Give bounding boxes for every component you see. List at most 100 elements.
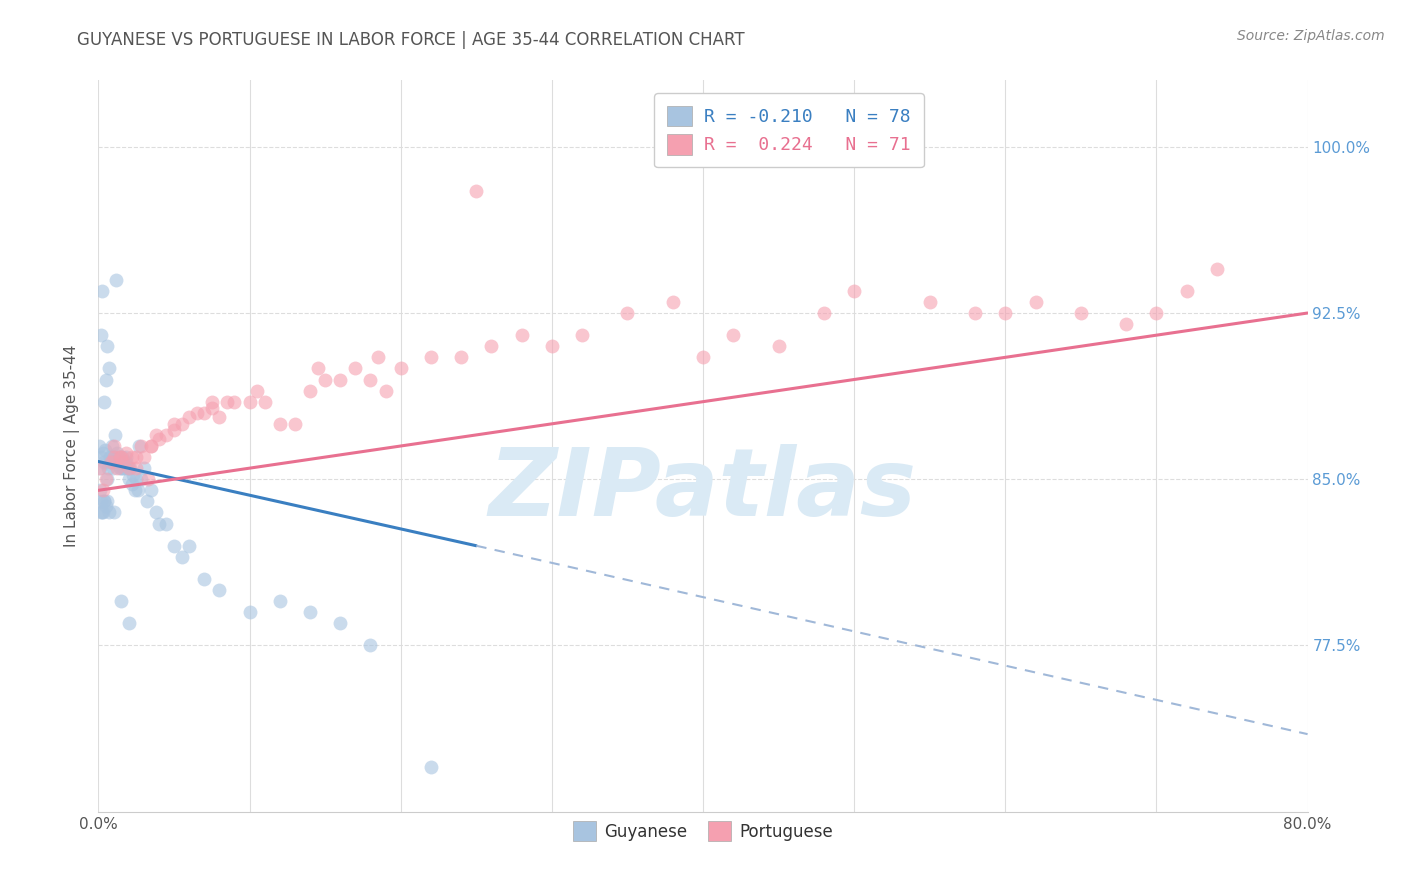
Point (118, 461, 141, 475)
Point (125, 450, 148, 464)
Point (481, 339, 503, 353)
Point (108, 461, 131, 475)
Point (103, 506, 125, 520)
Point (329, 372, 352, 386)
Point (179, 539, 201, 553)
Point (110, 454, 132, 468)
Point (179, 410, 201, 425)
Point (110, 450, 132, 464)
Y-axis label: In Labor Force | Age 35-44: In Labor Force | Age 35-44 (63, 345, 80, 547)
Point (105, 452, 128, 467)
Point (307, 361, 329, 376)
Point (94, 372, 117, 386)
Point (112, 461, 135, 475)
Point (314, 372, 336, 386)
Point (201, 394, 224, 409)
Point (135, 494, 157, 508)
Point (114, 445, 136, 459)
Point (114, 454, 136, 468)
Point (1206, 261, 1229, 276)
Point (813, 306, 835, 320)
Point (122, 467, 145, 482)
Legend: Guyanese, Portuguese: Guyanese, Portuguese (567, 814, 839, 847)
Point (114, 454, 136, 468)
Point (91, 506, 114, 520)
Point (269, 594, 291, 608)
Point (1175, 284, 1198, 298)
Point (121, 476, 143, 491)
Point (186, 406, 208, 420)
Point (145, 506, 167, 520)
Point (98, 450, 121, 464)
Point (118, 616, 141, 631)
Text: ZIPatlas: ZIPatlas (489, 444, 917, 536)
Point (89, 439, 111, 453)
Point (155, 516, 177, 531)
Point (239, 394, 262, 409)
Point (101, 461, 124, 475)
Point (246, 384, 269, 398)
Point (121, 450, 143, 464)
Point (329, 616, 352, 631)
Point (110, 594, 132, 608)
Point (91, 483, 114, 498)
Point (224, 394, 246, 409)
Point (723, 328, 745, 343)
Point (148, 433, 170, 447)
Point (111, 454, 134, 468)
Text: GUYANESE VS PORTUGUESE IN LABOR FORCE | AGE 35-44 CORRELATION CHART: GUYANESE VS PORTUGUESE IN LABOR FORCE | … (77, 31, 745, 49)
Point (118, 472, 141, 486)
Point (91, 284, 114, 298)
Point (510, 328, 533, 343)
Point (170, 549, 193, 564)
Point (98, 506, 121, 520)
Point (299, 384, 322, 398)
Point (110, 461, 132, 475)
Point (111, 454, 134, 468)
Point (90, 494, 112, 508)
Point (96, 339, 118, 353)
Point (93, 394, 115, 409)
Point (692, 351, 714, 365)
Point (107, 454, 129, 468)
Point (98, 361, 121, 376)
Point (111, 450, 134, 464)
Point (100, 454, 122, 468)
Point (132, 461, 155, 475)
Point (104, 273, 127, 287)
Point (94, 472, 117, 486)
Point (128, 439, 150, 453)
Point (103, 439, 125, 453)
Point (103, 454, 125, 468)
Point (208, 410, 231, 425)
Point (360, 639, 382, 653)
Point (193, 406, 215, 420)
Point (163, 539, 186, 553)
Point (661, 294, 683, 309)
Point (768, 339, 790, 353)
Point (141, 483, 163, 498)
Point (1146, 306, 1168, 320)
Point (450, 351, 472, 365)
Point (540, 339, 562, 353)
Point (965, 306, 987, 320)
Point (125, 472, 148, 486)
Point (1024, 294, 1046, 309)
Point (571, 328, 593, 343)
Point (389, 361, 412, 376)
Point (91, 506, 114, 520)
Point (108, 450, 131, 464)
Point (96, 472, 118, 486)
Point (239, 605, 262, 619)
Point (91, 445, 114, 459)
Point (253, 394, 276, 409)
Point (367, 351, 389, 365)
Point (96, 494, 118, 508)
Point (94, 499, 117, 513)
Point (94, 443, 117, 458)
Point (103, 450, 125, 464)
Point (918, 294, 941, 309)
Point (117, 461, 139, 475)
Point (420, 760, 443, 774)
Point (93, 494, 115, 508)
